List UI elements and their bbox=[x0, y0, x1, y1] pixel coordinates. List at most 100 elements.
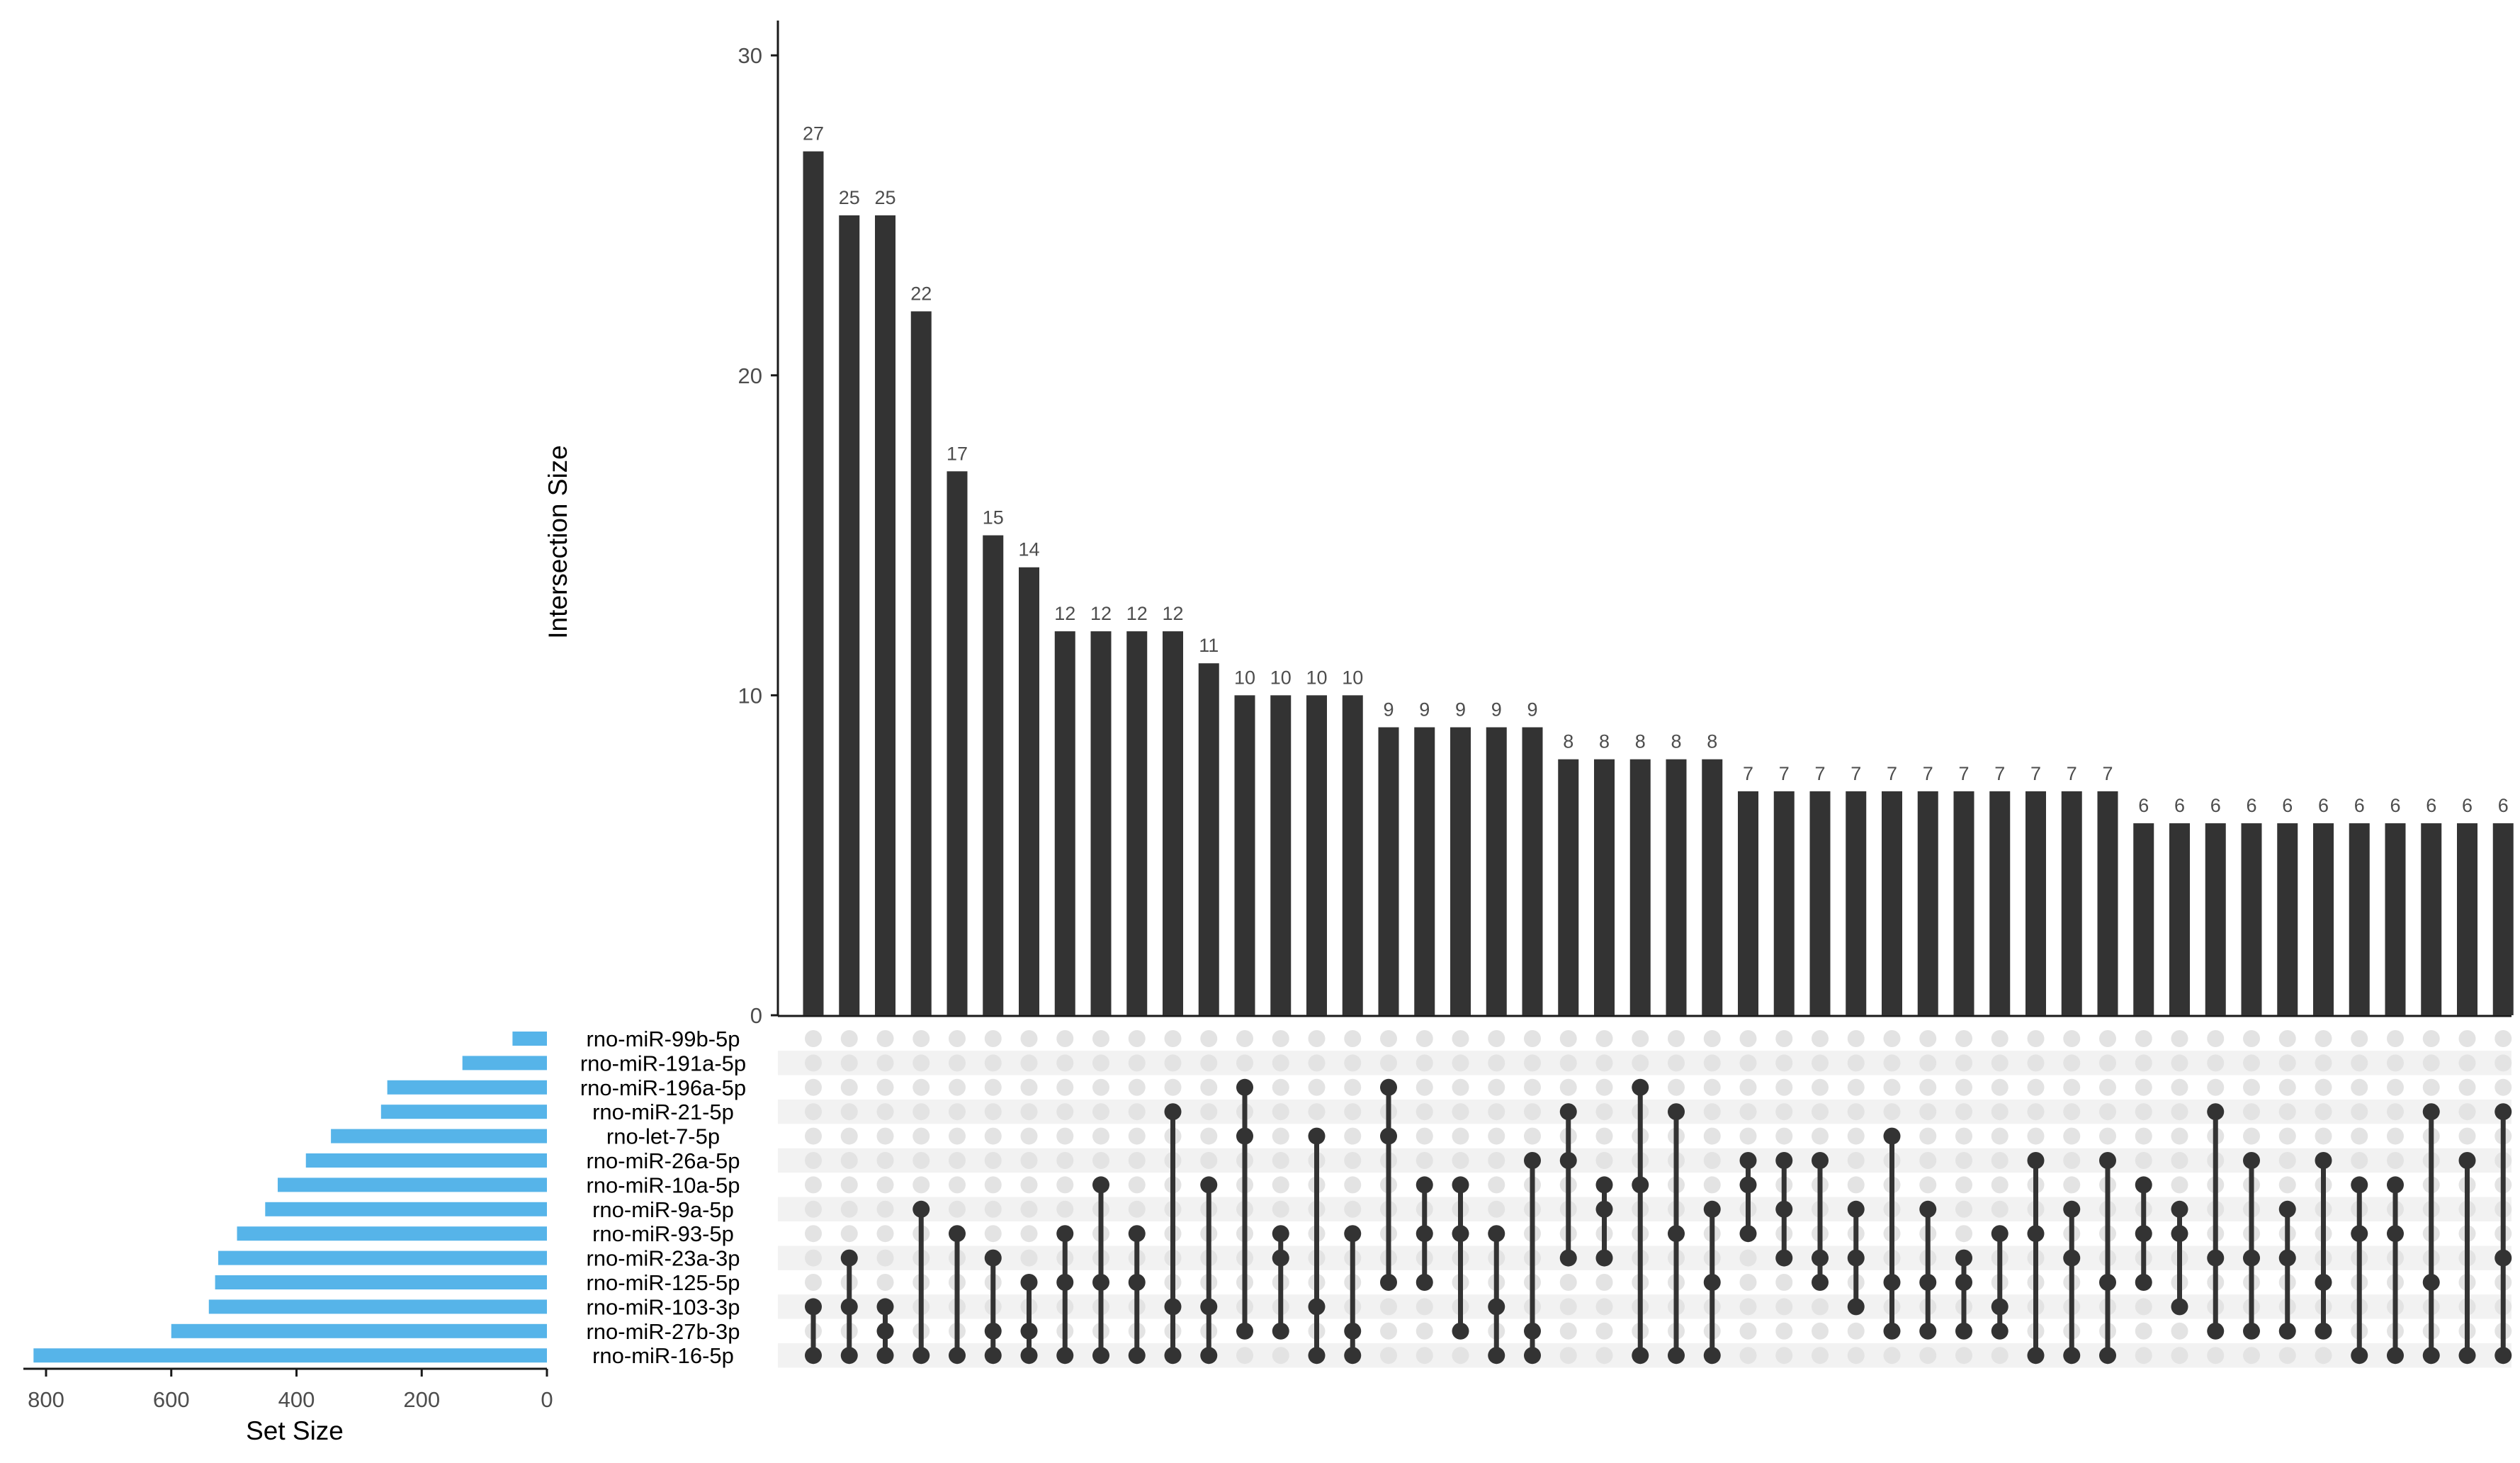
matrix-dot-filled bbox=[2135, 1176, 2152, 1194]
matrix-dot-filled bbox=[2063, 1347, 2081, 1365]
matrix-dot-empty bbox=[2458, 1127, 2476, 1145]
matrix-dot-empty bbox=[2387, 1078, 2404, 1096]
matrix-dot-empty bbox=[805, 1274, 822, 1291]
set-size-bar bbox=[171, 1323, 547, 1338]
set-size-bar bbox=[208, 1299, 547, 1314]
matrix-dot-empty bbox=[805, 1176, 822, 1194]
intersection-bar bbox=[1450, 727, 1471, 1015]
matrix-dot-filled bbox=[1595, 1176, 1613, 1194]
matrix-dot-empty bbox=[1236, 1347, 1253, 1365]
matrix-dot-filled bbox=[984, 1322, 1002, 1340]
matrix-dot-empty bbox=[1272, 1054, 1289, 1072]
matrix-dot-filled bbox=[876, 1347, 894, 1365]
matrix-dot-empty bbox=[949, 1078, 966, 1096]
matrix-dot-filled bbox=[1416, 1225, 1433, 1243]
matrix-dot-filled bbox=[1955, 1322, 1972, 1340]
matrix-dot-empty bbox=[1559, 1347, 1577, 1365]
matrix-dot-empty bbox=[1380, 1322, 1397, 1340]
matrix-dot-filled bbox=[1632, 1347, 1649, 1365]
intersection-bar bbox=[1486, 727, 1507, 1015]
intersection-bar bbox=[1953, 791, 1974, 1015]
matrix-dot-filled bbox=[2063, 1249, 2081, 1267]
matrix-dot-empty bbox=[2243, 1127, 2260, 1145]
matrix-dot-filled bbox=[1164, 1103, 1182, 1121]
matrix-dot-filled bbox=[1668, 1347, 1685, 1365]
matrix-dot-empty bbox=[1559, 1322, 1577, 1340]
matrix-dot-filled bbox=[949, 1347, 966, 1365]
matrix-dot-filled bbox=[2099, 1274, 2116, 1291]
matrix-dot-empty bbox=[2458, 1030, 2476, 1047]
matrix-dot-empty bbox=[2171, 1078, 2188, 1096]
matrix-dot-empty bbox=[1488, 1103, 1505, 1121]
intersection-bar bbox=[2457, 823, 2477, 1015]
matrix-dot-empty bbox=[2135, 1030, 2152, 1047]
matrix-dot-empty bbox=[1847, 1152, 1865, 1169]
matrix-dot-filled bbox=[1200, 1347, 1218, 1365]
matrix-dot-empty bbox=[1812, 1078, 1829, 1096]
matrix-dot-filled bbox=[1955, 1249, 1972, 1267]
matrix-dot-empty bbox=[1919, 1103, 1937, 1121]
matrix-dot-filled bbox=[1236, 1078, 1253, 1096]
intersection-bar-label: 25 bbox=[839, 187, 860, 208]
set-size-axis-label: Set Size bbox=[246, 1416, 344, 1445]
intersection-bar-label: 10 bbox=[1342, 667, 1363, 688]
intersection-bar bbox=[2025, 791, 2046, 1015]
matrix-dot-empty bbox=[840, 1054, 858, 1072]
matrix-dot-filled bbox=[1092, 1176, 1109, 1194]
matrix-dot-filled bbox=[1092, 1274, 1109, 1291]
matrix-dot-empty bbox=[1344, 1103, 1362, 1121]
matrix-dot-empty bbox=[2135, 1347, 2152, 1365]
matrix-dot-empty bbox=[2243, 1030, 2260, 1047]
matrix-dot-empty bbox=[1020, 1225, 1038, 1243]
matrix-dot-filled bbox=[2243, 1322, 2260, 1340]
matrix-dot-filled bbox=[2315, 1322, 2332, 1340]
y-tick-label: 30 bbox=[738, 43, 762, 68]
intersection-bar-label: 12 bbox=[1162, 603, 1183, 624]
matrix-dot-empty bbox=[1919, 1127, 1937, 1145]
matrix-dot-empty bbox=[1092, 1054, 1109, 1072]
matrix-dot-empty bbox=[1488, 1030, 1505, 1047]
intersection-bar-label: 7 bbox=[1743, 763, 1753, 784]
y-tick-label: 20 bbox=[738, 363, 762, 388]
matrix-dot-empty bbox=[2278, 1078, 2296, 1096]
matrix-dot-filled bbox=[2351, 1225, 2368, 1243]
matrix-dot-empty bbox=[1703, 1030, 1721, 1047]
set-size-bar bbox=[305, 1153, 547, 1168]
matrix-dot-filled bbox=[1703, 1274, 1721, 1291]
matrix-dot-filled bbox=[2458, 1347, 2476, 1365]
matrix-dot-empty bbox=[1668, 1030, 1685, 1047]
matrix-dot-filled bbox=[984, 1347, 1002, 1365]
matrix-dot-empty bbox=[2063, 1030, 2081, 1047]
matrix-dot-filled bbox=[2063, 1200, 2081, 1218]
intersection-bar bbox=[1198, 663, 1219, 1015]
matrix-dot-empty bbox=[1128, 1103, 1146, 1121]
matrix-dot-empty bbox=[2243, 1078, 2260, 1096]
intersection-bar bbox=[1019, 567, 1039, 1015]
matrix-dot-empty bbox=[1775, 1078, 1793, 1096]
matrix-dot-empty bbox=[805, 1030, 822, 1047]
matrix-dot-empty bbox=[2135, 1054, 2152, 1072]
matrix-dot-empty bbox=[1847, 1054, 1865, 1072]
matrix-dot-filled bbox=[1236, 1322, 1253, 1340]
intersection-bar bbox=[2385, 823, 2406, 1015]
matrix-dot-filled bbox=[1272, 1249, 1289, 1267]
matrix-dot-empty bbox=[1739, 1347, 1757, 1365]
set-size-tick-label: 600 bbox=[153, 1387, 190, 1412]
matrix-dot-empty bbox=[2171, 1127, 2188, 1145]
matrix-dot-empty bbox=[1452, 1127, 1469, 1145]
matrix-dot-filled bbox=[1883, 1274, 1901, 1291]
matrix-dot-empty bbox=[1092, 1030, 1109, 1047]
matrix-dot-empty bbox=[2063, 1127, 2081, 1145]
matrix-dot-filled bbox=[2171, 1200, 2188, 1218]
matrix-dot-empty bbox=[1955, 1078, 1972, 1096]
intersection-bar bbox=[2097, 791, 2118, 1015]
matrix-dot-empty bbox=[1559, 1054, 1577, 1072]
matrix-dot-filled bbox=[1308, 1347, 1326, 1365]
intersection-bar-label: 14 bbox=[1018, 539, 1039, 560]
matrix-dot-empty bbox=[1128, 1030, 1146, 1047]
matrix-dot-empty bbox=[2494, 1078, 2512, 1096]
matrix-dot-empty bbox=[805, 1200, 822, 1218]
matrix-dot-empty bbox=[912, 1078, 930, 1096]
set-name-label: rno-miR-93-5p bbox=[592, 1221, 734, 1246]
set-size-bar bbox=[387, 1080, 547, 1095]
